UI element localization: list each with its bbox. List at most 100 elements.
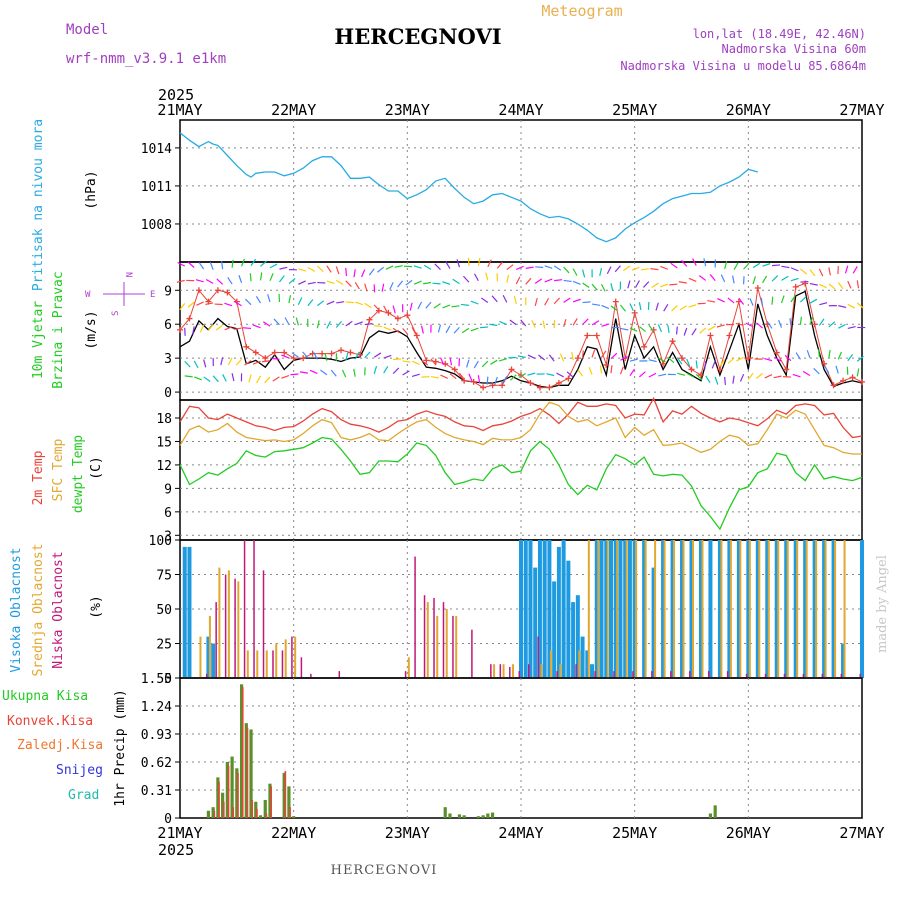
wind-arrow (418, 302, 422, 309)
wind-arrow (273, 377, 280, 381)
bar-clouds (654, 540, 656, 678)
day-label-top: 23MAY (385, 101, 430, 119)
wind-arrow (554, 298, 559, 304)
model-altitude-text: Nadmorska Visina u modelu 85.6864m (620, 59, 866, 73)
wind-arrow (772, 276, 778, 282)
wind-arrow (228, 277, 232, 284)
altitude-text: Nadmorska Visina 60m (722, 42, 867, 56)
wind-arrow (740, 374, 743, 381)
wind-arrow (772, 297, 773, 305)
bar-precip (292, 816, 295, 818)
gust-point (395, 316, 401, 322)
wind-arrow (712, 361, 715, 368)
bar-precip (237, 773, 239, 818)
wind-arrow (239, 275, 242, 283)
wind-arrow (440, 358, 443, 365)
bar-clouds (493, 664, 495, 678)
bar-clouds (730, 540, 732, 678)
y-tick-label: 6 (164, 318, 172, 333)
y-tick-label: 1014 (141, 142, 172, 157)
wind-arrow (390, 282, 393, 289)
wind-arrow (395, 266, 403, 268)
legend-hail: Grad (68, 788, 99, 803)
wind-arrow (442, 282, 450, 285)
wind-arrow (583, 350, 584, 358)
lonlat-text: lon,lat (18.49E, 42.46N) (693, 27, 866, 41)
wind-arrow (406, 280, 412, 285)
wind-arrow (630, 369, 635, 376)
wind-arrow (620, 328, 628, 330)
precip-frame (180, 678, 862, 818)
wind-arrow (546, 374, 554, 376)
bar-clouds (427, 602, 429, 678)
wind-arrow (706, 376, 710, 383)
wind-arrow (679, 282, 687, 283)
wind-arrow (791, 278, 799, 280)
wind-arrow (308, 300, 313, 306)
wind-arrow (761, 298, 762, 306)
bar-clouds (414, 557, 416, 678)
bar-clouds (557, 547, 561, 678)
wind-arrow (733, 276, 735, 284)
gust-point (707, 333, 713, 339)
wind-arrow (607, 267, 611, 274)
wind-arrow (728, 298, 734, 303)
wind-arrow (362, 270, 365, 277)
bar-precip (223, 802, 225, 818)
bar-clouds (559, 664, 561, 678)
bar-clouds (815, 540, 817, 678)
wind-arrow (800, 269, 806, 274)
wind-arrow (781, 296, 784, 304)
wind-arrow (298, 281, 305, 284)
wind-arrow (838, 325, 845, 329)
wind-arrow (196, 280, 204, 282)
bar-precip (714, 805, 717, 818)
bar-clouds (519, 671, 521, 678)
y-tick-label: 0.93 (141, 728, 172, 743)
wind-arrow (296, 318, 298, 326)
wind-arrow (196, 302, 203, 305)
wind-arrow (838, 283, 843, 289)
wind-arrow (208, 324, 213, 330)
wind-arrow (836, 366, 838, 374)
wind-arrow (228, 358, 232, 365)
bar-precip (266, 813, 268, 818)
wind-arrow (658, 324, 661, 331)
wind-arrow (426, 302, 431, 308)
wind-arrow (298, 297, 301, 304)
wind-arrow (374, 353, 381, 357)
wind-arrow (848, 281, 851, 288)
wind-arrow (289, 295, 291, 303)
wind-arrow (188, 262, 194, 267)
wind-arrow (819, 269, 822, 276)
wind-arrow (733, 376, 734, 384)
wind-arrow (308, 267, 315, 271)
wind-arrow (216, 325, 222, 330)
wind-arrow (327, 321, 331, 328)
wind-arrow (601, 365, 602, 373)
bar-precip (285, 771, 287, 818)
wind-arrow (583, 302, 591, 303)
wind-arrow (763, 276, 767, 283)
bar-clouds (225, 575, 227, 679)
wind-arrow (589, 367, 592, 374)
wind-arrow (699, 276, 705, 281)
bar-clouds (683, 540, 685, 678)
mid-cloud-ylabel: Srednja Oblacnost (31, 543, 46, 676)
wind-arrow (632, 267, 639, 270)
wind-arrow (602, 305, 609, 308)
bar-clouds (581, 637, 585, 678)
gust-point (755, 285, 761, 291)
wind-arrow (753, 263, 760, 267)
gust-point (726, 333, 732, 339)
y-tick-label: 50 (156, 603, 172, 618)
day-label-bottom: 27MAY (839, 824, 884, 842)
wind-arrow (488, 260, 491, 267)
wind-arrow (538, 355, 544, 360)
wind-arrow (194, 377, 201, 380)
wind-arrow (499, 321, 506, 324)
bar-clouds (218, 568, 220, 678)
